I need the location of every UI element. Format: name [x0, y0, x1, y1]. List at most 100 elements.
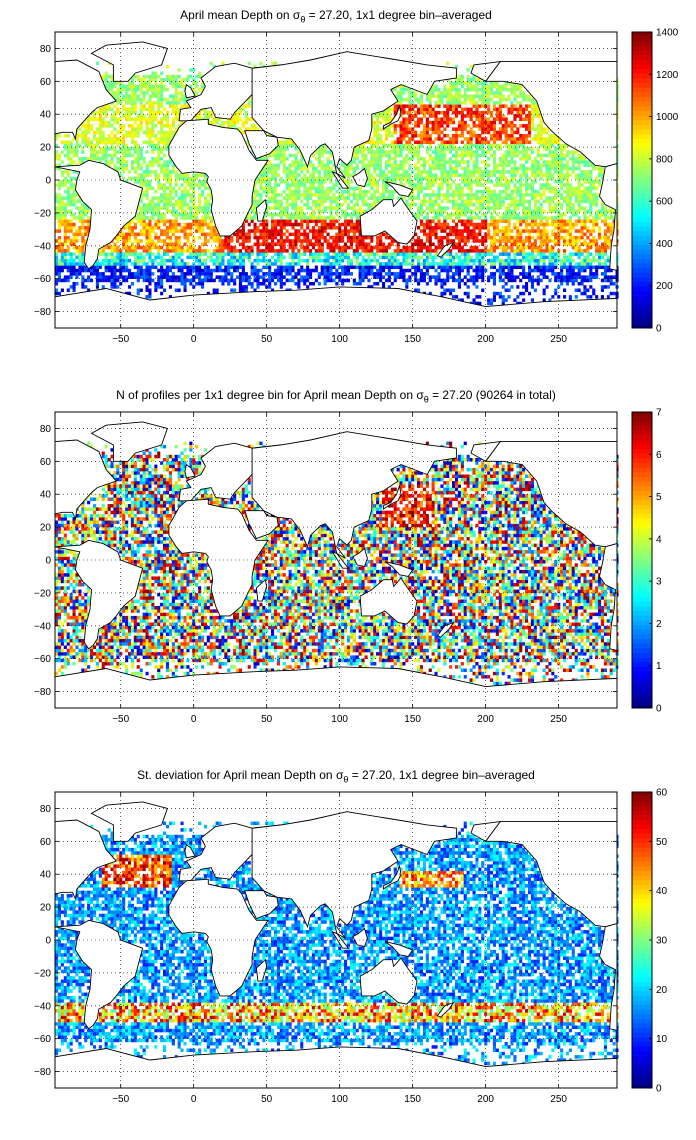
heatmap-cell [376, 262, 380, 266]
heatmap-cell [160, 94, 164, 98]
heatmap-cell [344, 199, 348, 204]
heatmap-cell [469, 157, 473, 161]
heatmap-cell [81, 239, 85, 243]
heatmap-cell [402, 166, 406, 171]
heatmap-cell [113, 245, 117, 250]
heatmap-cell [455, 104, 459, 108]
heatmap-cell [171, 258, 175, 263]
heatmap-cell [84, 212, 88, 217]
heatmap-cell [402, 104, 406, 108]
heatmap-cell [60, 160, 64, 164]
heatmap-cell [329, 150, 333, 154]
heatmap-cell [227, 272, 231, 276]
heatmap-cell [457, 124, 461, 128]
heatmap-cell [431, 160, 435, 164]
heatmap-cell [428, 275, 432, 279]
heatmap-cell [457, 87, 461, 92]
heatmap-cell [320, 252, 324, 256]
heatmap-cell [119, 137, 123, 141]
heatmap-cell [428, 278, 432, 283]
heatmap-cell [317, 242, 321, 246]
heatmap-cell [163, 242, 167, 246]
heatmap-cell [157, 206, 161, 210]
heatmap-cell [478, 222, 482, 227]
heatmap-cell [276, 173, 280, 177]
heatmap-cell [422, 163, 426, 168]
heatmap-cell [148, 81, 152, 85]
heatmap-cell [113, 275, 117, 279]
heatmap-cell [306, 226, 310, 230]
heatmap-cell [384, 160, 388, 164]
heatmap-cell [490, 272, 494, 276]
heatmap-cell [279, 282, 283, 286]
heatmap-cell [358, 265, 362, 269]
heatmap-cell [399, 265, 403, 269]
heatmap-cell [478, 140, 482, 144]
heatmap-cell [195, 272, 199, 276]
heatmap-cell [142, 206, 146, 210]
heatmap-cell [189, 265, 193, 269]
heatmap-cell [344, 272, 348, 276]
heatmap-cell [297, 249, 301, 253]
heatmap-cell [367, 262, 371, 266]
heatmap-cell [425, 176, 429, 181]
heatmap-cell [247, 222, 251, 227]
heatmap-cell [285, 235, 289, 240]
heatmap-cell [168, 94, 172, 98]
heatmap-cell [457, 229, 461, 233]
heatmap-cell [268, 153, 272, 158]
heatmap-cell [460, 110, 464, 115]
heatmap-cell [446, 91, 450, 95]
heatmap-cell [189, 282, 193, 286]
heatmap-cell [128, 81, 132, 85]
heatmap-cell [122, 232, 126, 237]
heatmap-cell [218, 242, 222, 246]
heatmap-cell [492, 101, 496, 105]
heatmap-cell [233, 282, 237, 286]
heatmap-cell [472, 209, 476, 214]
heatmap-cell [446, 232, 450, 237]
heatmap-cell [463, 147, 467, 151]
heatmap-cell [230, 124, 234, 128]
heatmap-cell [160, 255, 164, 260]
heatmap-cell [446, 278, 450, 283]
heatmap-cell [160, 272, 164, 276]
heatmap-cell [379, 255, 383, 260]
heatmap-cell [154, 219, 158, 223]
heatmap-cell [274, 176, 278, 181]
heatmap-cell [434, 173, 438, 177]
heatmap-cell [341, 282, 345, 286]
heatmap-cell [148, 222, 152, 227]
heatmap-cell [440, 245, 444, 250]
heatmap-cell [446, 193, 450, 197]
heatmap-cell [472, 216, 476, 220]
heatmap-cell [434, 249, 438, 253]
heatmap-cell [244, 278, 248, 283]
heatmap-cell [422, 110, 426, 115]
heatmap-cell [457, 74, 461, 79]
heatmap-cell [434, 120, 438, 125]
heatmap-cell [492, 104, 496, 108]
heatmap-cell [93, 153, 97, 158]
heatmap-cell [472, 94, 476, 98]
heatmap-cell [145, 216, 149, 220]
heatmap-cell [183, 229, 187, 233]
heatmap-cell [262, 255, 266, 260]
heatmap-cell [481, 235, 485, 240]
heatmap-cell [206, 255, 210, 260]
heatmap-cell [268, 206, 272, 210]
heatmap-cell [455, 262, 459, 266]
heatmap-cell [390, 124, 394, 128]
heatmap-cell [291, 258, 295, 263]
heatmap-cell [379, 147, 383, 151]
heatmap-cell [352, 226, 356, 230]
heatmap-cell [419, 255, 423, 260]
heatmap-cell [271, 170, 275, 174]
heatmap-cell [346, 258, 350, 263]
heatmap-cell [55, 288, 59, 292]
heatmap-cell [168, 255, 172, 260]
heatmap-cell [75, 150, 79, 154]
heatmap-cell [154, 91, 158, 95]
heatmap-cell [349, 245, 353, 250]
heatmap-cell [271, 134, 275, 138]
